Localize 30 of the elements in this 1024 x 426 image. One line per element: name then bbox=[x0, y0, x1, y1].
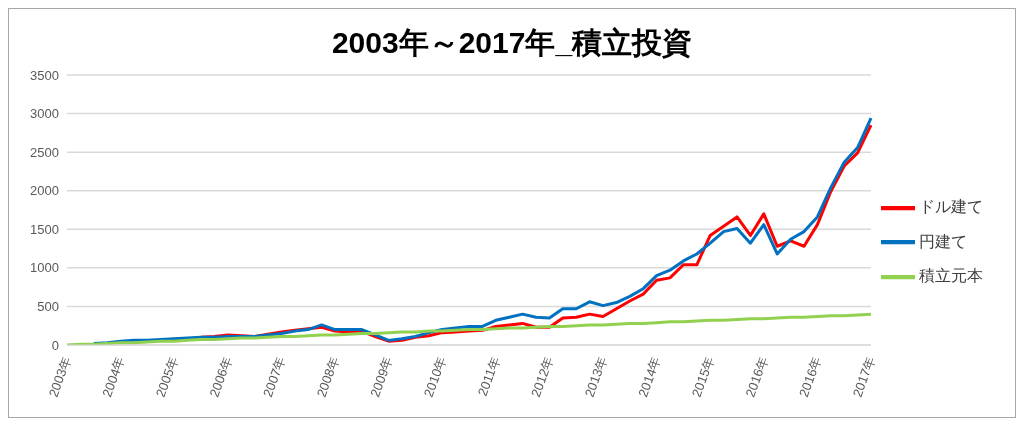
y-tick-label: 0 bbox=[51, 337, 59, 353]
x-tick-label: 2007年 bbox=[260, 354, 289, 399]
legend-label: 円建て bbox=[919, 232, 967, 250]
y-tick-label: 2000 bbox=[30, 183, 59, 199]
x-tick-label: 2017年 bbox=[849, 354, 879, 399]
x-tick-label: 2003年 bbox=[45, 354, 75, 399]
x-tick-label: 2014年 bbox=[635, 354, 664, 399]
x-tick-label: 2012年 bbox=[528, 354, 557, 399]
line-series bbox=[92, 116, 873, 345]
legend-label: ドル建て bbox=[919, 197, 983, 215]
x-tick-label: 2016年 bbox=[742, 354, 771, 399]
x-tick-label: 2016年 bbox=[796, 354, 825, 399]
x-tick-label: 2009年 bbox=[367, 354, 396, 399]
y-tick-label: 2500 bbox=[30, 144, 59, 160]
x-tick-label: 2013年 bbox=[581, 354, 611, 399]
x-tick-label: 2006年 bbox=[206, 354, 235, 399]
legend-label: 積立元本 bbox=[919, 267, 983, 285]
y-tick-label: 3500 bbox=[30, 67, 59, 83]
x-tick-label: 2008年 bbox=[313, 354, 343, 399]
y-tick-label: 1500 bbox=[30, 221, 59, 237]
x-tick-label: 2010年 bbox=[420, 354, 450, 399]
y-tick-label: 3000 bbox=[30, 106, 59, 122]
x-tick-label: 2004年 bbox=[99, 354, 128, 399]
x-tick-label: 2005年 bbox=[152, 354, 182, 399]
y-tick-label: 1000 bbox=[30, 260, 59, 276]
x-tick-label: 2015年 bbox=[688, 354, 718, 399]
chart-title: 2003年～2017年_積立投資 bbox=[330, 25, 694, 61]
y-tick-label: 500 bbox=[37, 299, 59, 315]
x-tick-label: 2011年 bbox=[474, 354, 503, 399]
line-series bbox=[65, 312, 873, 345]
